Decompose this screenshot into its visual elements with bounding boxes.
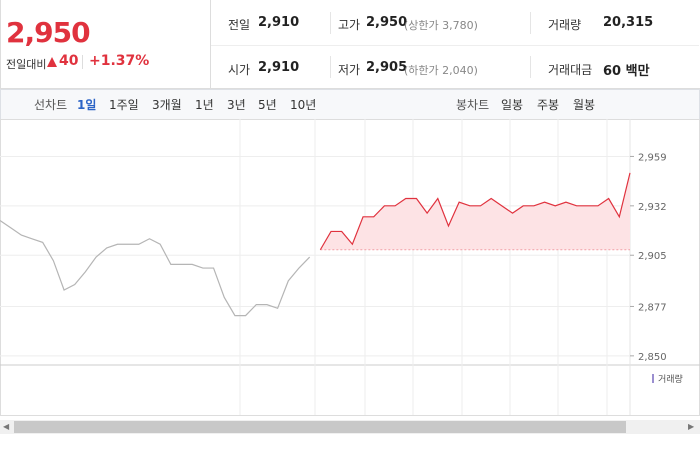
price: 2,950 <box>6 16 91 49</box>
divider <box>330 56 331 78</box>
quote-label: 고가 <box>338 18 361 32</box>
chart: 2,850 2,877 2,905 2,932 2,959 거래량 <box>0 119 700 416</box>
tab-label: 선차트 <box>34 98 68 112</box>
period-tab[interactable]: 3개월 <box>152 98 182 112</box>
y-tick-label: 2,959 <box>638 152 667 163</box>
y-tick-label: 2,850 <box>638 352 667 363</box>
divider <box>530 12 531 34</box>
volume-label: 거래량 <box>658 373 683 385</box>
candle-tab[interactable]: 일봉 <box>501 98 524 112</box>
quote-value: 2,910 <box>258 15 300 30</box>
change-pct: +1.37% <box>89 53 150 69</box>
quote-value: 20,315 <box>603 15 654 30</box>
change-label: 전일대비 <box>6 58 47 71</box>
quote-value: 2,905 <box>366 60 408 75</box>
quote-label: 시가 <box>228 63 251 77</box>
tab-label: 봉차트 <box>456 98 490 112</box>
divider <box>210 0 211 88</box>
period-tab[interactable]: 1년 <box>195 98 214 112</box>
quote-note: (하한가 2,040) <box>404 64 478 77</box>
quote-label: 저가 <box>338 63 361 77</box>
quote-panel <box>0 0 700 89</box>
y-tick-label: 2,905 <box>638 251 667 262</box>
period-tab[interactable]: 3년 <box>227 98 246 112</box>
volume-legend-mark <box>652 374 654 383</box>
quote-label: 전일 <box>228 18 251 32</box>
period-tab[interactable]: 10년 <box>290 98 317 112</box>
period-tab[interactable]: 5년 <box>258 98 277 112</box>
quote-value: 2,950 <box>366 15 408 30</box>
divider <box>82 55 83 69</box>
scroll-left[interactable]: ◀ <box>3 422 10 431</box>
line <box>0 219 311 317</box>
up-arrow <box>47 57 57 67</box>
scroll-thumb[interactable] <box>14 421 626 433</box>
quote-note: (상한가 3,780) <box>404 19 478 32</box>
change: 40 <box>59 53 79 69</box>
plot-frame <box>0 119 700 416</box>
scroll-right[interactable]: ▶ <box>688 422 695 431</box>
candle-tab[interactable]: 월봉 <box>573 98 596 112</box>
divider <box>330 12 331 34</box>
quote-label: 거래대금 <box>548 63 593 77</box>
line <box>319 172 631 251</box>
area <box>320 172 630 250</box>
period-tab[interactable]: 1주일 <box>109 98 139 112</box>
divider <box>211 45 699 46</box>
quote-value: 60 백만 <box>603 64 650 79</box>
y-tick-label: 2,932 <box>638 202 667 213</box>
divider <box>530 56 531 78</box>
candle-tab[interactable]: 주봉 <box>537 98 560 112</box>
quote-value: 2,910 <box>258 60 300 75</box>
quote-label: 거래량 <box>548 18 582 32</box>
period-tab[interactable]: 1일 <box>77 98 97 112</box>
y-tick-label: 2,877 <box>638 302 667 313</box>
